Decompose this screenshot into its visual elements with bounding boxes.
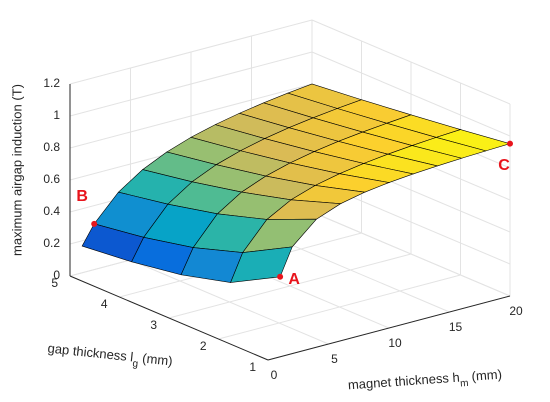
y-axis <box>69 275 269 361</box>
x-axis <box>267 295 511 361</box>
y-tick-label: 4 <box>101 297 108 311</box>
x-tick-label: 0 <box>271 368 278 382</box>
point-label: A <box>288 271 300 288</box>
grid-line <box>218 274 461 340</box>
z-tick-label: 0.6 <box>43 172 60 186</box>
grid-line <box>168 253 412 319</box>
x-tick-label: 20 <box>509 304 523 318</box>
x-axis-label-part: magnet thickness h <box>347 370 460 393</box>
grid-line <box>69 51 313 117</box>
x-axis-label: magnet thickness hm (mm) <box>347 367 502 397</box>
grid-line <box>69 19 313 85</box>
x-tick-label: 10 <box>388 336 402 350</box>
z-tick-label: 0.4 <box>43 204 60 218</box>
y-axis-label-part: (mm) <box>138 350 173 368</box>
z-tick-label: 0.8 <box>43 140 60 154</box>
z-tick-label: 0.2 <box>43 236 60 250</box>
z-tick-label: 1 <box>53 108 60 122</box>
point-marker <box>277 273 284 280</box>
grid-line <box>311 211 511 297</box>
y-tick-label: 1 <box>249 360 256 374</box>
x-axis-label-part: m <box>460 378 469 390</box>
x-tick-label: 15 <box>449 320 463 334</box>
grid-line <box>311 19 511 105</box>
point-marker <box>91 220 98 227</box>
x-tick-label: 5 <box>331 352 338 366</box>
z-tick-label: 0 <box>53 268 60 282</box>
y-axis-label-part: gap thickness l <box>47 341 134 365</box>
x-axis-label-part: (mm) <box>468 367 503 384</box>
point-label: B <box>76 188 88 205</box>
point-label: C <box>498 157 510 174</box>
grid-line <box>69 83 313 149</box>
y-axis-label-part: g <box>132 359 139 371</box>
z-tick-label: 1.2 <box>43 76 60 90</box>
surface-patch <box>230 246 293 283</box>
y-tick-label: 2 <box>200 339 207 353</box>
grid-line <box>311 51 511 137</box>
y-tick-label: 5 <box>51 276 58 290</box>
z-axis-label: maximum airgap induction (T) <box>9 84 24 256</box>
y-axis-label: gap thickness lg (mm) <box>46 341 173 374</box>
y-tick-label: 3 <box>150 318 157 332</box>
point-marker <box>507 140 513 147</box>
surface <box>81 83 512 283</box>
